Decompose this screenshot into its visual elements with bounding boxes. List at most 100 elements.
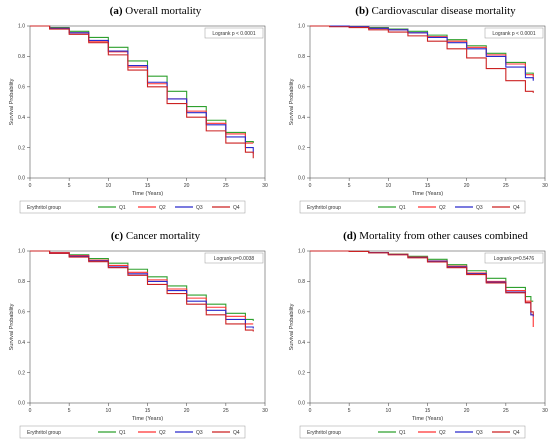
x-tick-label: 20 <box>464 183 470 189</box>
y-tick-label: 1.0 <box>298 249 305 255</box>
y-tick-label: 1.0 <box>298 24 305 30</box>
x-tick-label: 15 <box>425 408 431 414</box>
x-tick-label: 5 <box>348 183 351 189</box>
chart-title: (c) Cancer mortality <box>111 230 201 242</box>
x-tick-label: 10 <box>106 408 112 414</box>
x-tick-label: 5 <box>348 408 351 414</box>
x-tick-label: 25 <box>223 183 229 189</box>
x-tick-label: 20 <box>464 408 470 414</box>
legend-label-q4: Q4 <box>513 205 520 211</box>
x-tick-label: 20 <box>184 183 190 189</box>
x-tick-label: 30 <box>262 183 268 189</box>
x-tick-label: 20 <box>184 408 190 414</box>
x-tick-label: 0 <box>29 183 32 189</box>
x-tick-label: 0 <box>309 408 312 414</box>
x-tick-label: 15 <box>145 408 151 414</box>
survival-curve-q4 <box>310 25 534 93</box>
legend-label-q1: Q1 <box>119 430 126 436</box>
legend-label-q1: Q1 <box>119 205 126 211</box>
y-tick-label: 0.8 <box>298 279 305 285</box>
x-axis-label: Time (Years) <box>132 416 163 422</box>
legend-label-q2: Q2 <box>159 205 166 211</box>
x-tick-label: 30 <box>542 183 548 189</box>
y-tick-label: 0.4 <box>298 115 305 121</box>
y-tick-label: 0.8 <box>298 54 305 60</box>
y-tick-label: 0.8 <box>18 279 25 285</box>
y-tick-label: 0.4 <box>18 115 25 121</box>
x-tick-label: 0 <box>309 183 312 189</box>
survival-curve-q1 <box>30 25 254 144</box>
y-tick-label: 0.2 <box>298 370 305 376</box>
x-tick-label: 10 <box>106 183 112 189</box>
annotation-box <box>204 27 264 39</box>
survival-curve-q3 <box>30 25 254 154</box>
legend-label-q3: Q3 <box>476 205 483 211</box>
x-tick-label: 25 <box>503 183 509 189</box>
x-tick-label: 15 <box>425 183 431 189</box>
x-tick-label: 25 <box>223 408 229 414</box>
y-tick-label: 0.2 <box>18 370 25 376</box>
legend-label-q2: Q2 <box>439 205 446 211</box>
y-axis-label: Survival Probability <box>9 303 15 350</box>
x-tick-label: 10 <box>386 408 392 414</box>
y-tick-label: 1.0 <box>18 249 25 255</box>
panel-title-text: Cancer mortality <box>123 230 200 242</box>
legend-title: Erythritol group <box>307 205 341 211</box>
plot-frame <box>309 25 546 179</box>
x-axis-label: Time (Years) <box>412 416 443 422</box>
legend-box <box>19 200 246 214</box>
x-tick-label: 25 <box>503 408 509 414</box>
x-tick-label: 10 <box>386 183 392 189</box>
y-tick-label: 0.4 <box>18 340 25 346</box>
y-tick-label: 0.0 <box>18 401 25 407</box>
chart-panel-1: (a) Overall mortality 0.0 0.2 0.4 0.6 0.8 1.0 0… <box>9 5 268 214</box>
legend-box <box>299 200 526 214</box>
panel-title-text: Cardiovascular disease mortality <box>369 5 516 17</box>
chart-title: (b) Cardiovascular disease mortality <box>355 5 516 17</box>
logrank-annotation: Logrank p=0.5476 <box>494 256 535 262</box>
y-tick-label: 0.0 <box>298 176 305 182</box>
y-axis-label: Survival Probability <box>289 303 295 350</box>
plot-frame <box>29 25 266 179</box>
x-axis-label: Time (Years) <box>412 191 443 197</box>
survival-curve-q4 <box>30 250 254 332</box>
x-tick-label: 30 <box>262 408 268 414</box>
legend-label-q4: Q4 <box>513 430 520 436</box>
y-tick-label: 0.6 <box>298 85 305 91</box>
panel-label: (a) <box>110 5 123 17</box>
y-tick-label: 0.8 <box>18 54 25 60</box>
y-tick-label: 0.6 <box>18 310 25 316</box>
x-tick-label: 5 <box>68 408 71 414</box>
legend-label-q2: Q2 <box>159 430 166 436</box>
panel-label: (b) <box>355 5 369 17</box>
chart-panel-3: (c) Cancer mortality 0.0 0.2 0.4 0.6 0.8 1.0 0 5… <box>9 230 268 439</box>
legend-label-q2: Q2 <box>439 430 446 436</box>
legend-label-q4: Q4 <box>233 205 240 211</box>
y-axis-label: Survival Probability <box>289 78 295 125</box>
logrank-annotation: Logrank p < 0.0001 <box>212 31 255 37</box>
legend-label-q1: Q1 <box>399 430 406 436</box>
chart-title: (a) Overall mortality <box>110 5 202 17</box>
survival-curve-q4 <box>310 250 534 315</box>
y-tick-label: 0.0 <box>18 176 25 182</box>
panel-label: (d) <box>343 230 357 242</box>
y-tick-label: 0.6 <box>298 310 305 316</box>
x-tick-label: 30 <box>542 408 548 414</box>
x-tick-label: 15 <box>145 183 151 189</box>
chart-panel-2: (b) Cardiovascular disease mortality 0.0 0… <box>289 5 548 214</box>
x-tick-label: 0 <box>29 408 32 414</box>
panel-title-text: Overall mortality <box>123 5 202 17</box>
panel-label: (c) <box>111 230 124 242</box>
y-tick-label: 0.4 <box>298 340 305 346</box>
annotation-box <box>484 27 544 39</box>
logrank-annotation: Logrank p=0.0038 <box>214 256 255 262</box>
logrank-annotation: Logrank p < 0.0001 <box>492 31 535 37</box>
legend-label-q3: Q3 <box>196 430 203 436</box>
chart-title: (d) Mortality from other causes combined <box>343 230 528 242</box>
plot-frame <box>309 250 546 404</box>
legend-box <box>299 425 526 439</box>
annotation-box <box>484 252 544 264</box>
y-tick-label: 0.2 <box>18 145 25 151</box>
x-axis-label: Time (Years) <box>132 191 163 197</box>
annotation-box <box>204 252 264 264</box>
